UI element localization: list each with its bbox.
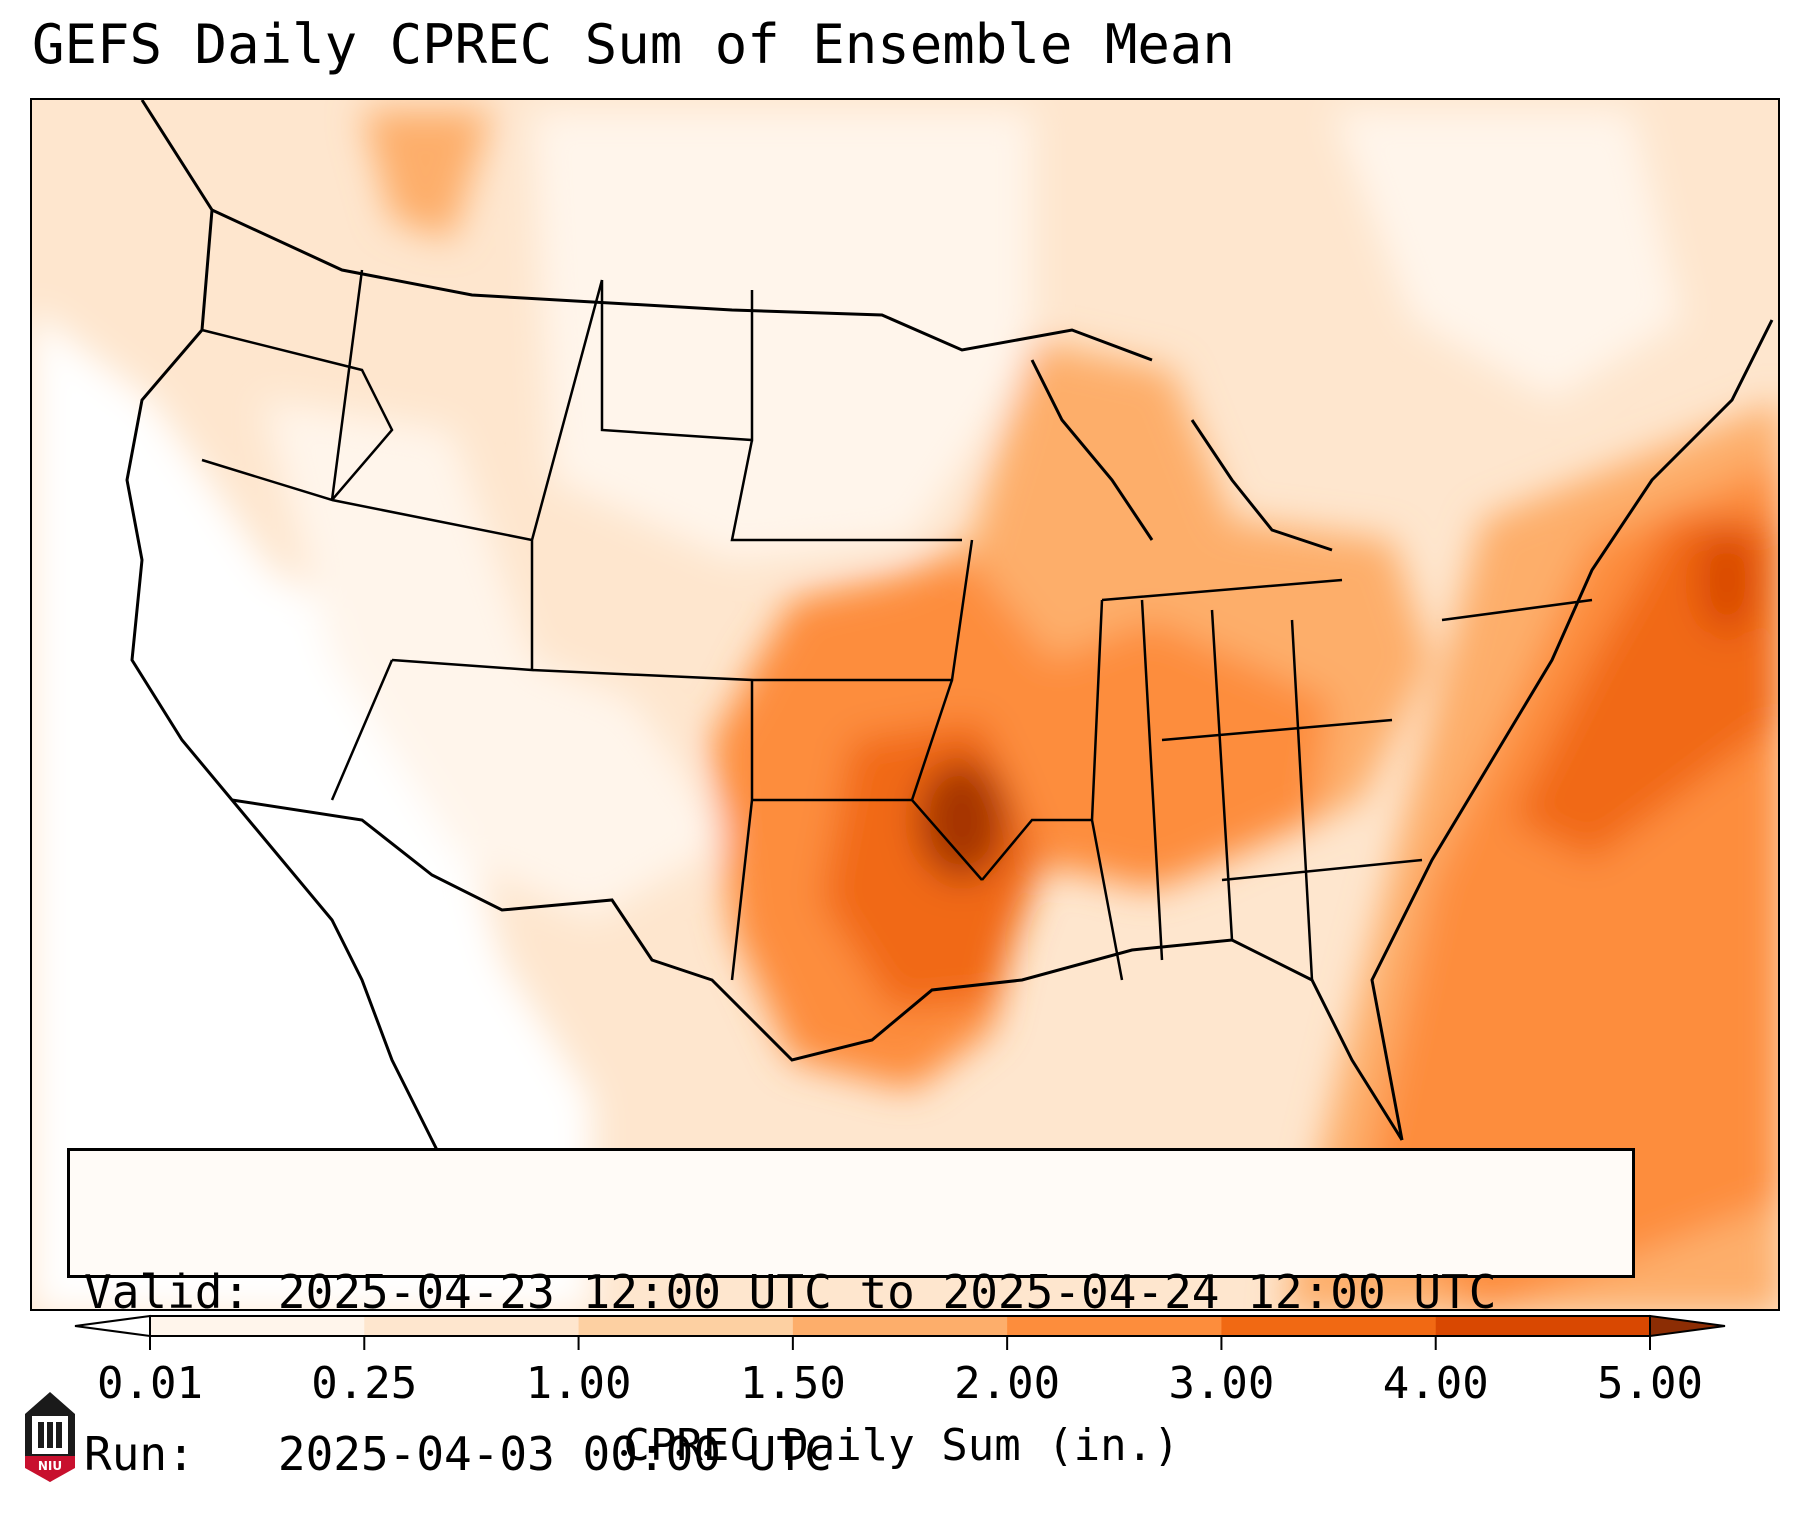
colorbar-segment <box>1007 1316 1222 1336</box>
colorbar-tick-label: 4.00 <box>1382 1358 1489 1409</box>
precip-field <box>32 110 1778 1309</box>
precip-moderate-pnw <box>362 110 492 240</box>
valid-label: Valid: <box>84 1265 251 1319</box>
canada-border <box>211 208 1153 362</box>
colorbar-tick-label: 0.01 <box>97 1358 203 1409</box>
logo-text: NIU <box>38 1459 62 1473</box>
run-label: Run: <box>84 1427 195 1481</box>
colorbar-segment <box>578 1316 794 1336</box>
colorbar-tick-label: 2.00 <box>954 1358 1061 1409</box>
valid-row: Valid: 2025-04-23 12:00 UTC to 2025-04-2… <box>84 1265 1632 1319</box>
colorbar-tick-label: 3.00 <box>1168 1358 1275 1409</box>
niu-logo: NIU <box>25 1392 75 1482</box>
gulf-coastline <box>231 798 1404 1141</box>
map-canvas <box>32 100 1778 1309</box>
pacific-coastline <box>125 100 474 1221</box>
precip-trace-intermountain <box>262 400 732 920</box>
logo-banner <box>25 1456 75 1482</box>
colorbar-segment <box>1221 1316 1437 1336</box>
logo-columns <box>38 1422 62 1448</box>
colorbar <box>74 1314 1726 1350</box>
colorbar-outline <box>149 1315 1651 1337</box>
valid-run-info-box: Valid: 2025-04-23 12:00 UTC to 2025-04-2… <box>67 1148 1635 1481</box>
state-lines <box>201 269 1593 981</box>
atlantic-coastline <box>1370 319 1774 1141</box>
borders <box>125 100 1774 1221</box>
colorbar-segment <box>150 1316 365 1336</box>
colorbar-tick-label: 5.00 <box>1597 1358 1703 1409</box>
precip-extreme-atlantic <box>1697 525 1757 635</box>
precip-map <box>30 98 1780 1311</box>
run-value: 2025-04-03 00:00 UTC <box>277 1427 832 1481</box>
valid-value: 2025-04-23 12:00 UTC to 2025-04-24 12:00… <box>277 1265 1497 1319</box>
run-row: Run: 2025-04-03 00:00 UTC <box>84 1427 1632 1481</box>
colorbar-extend-high <box>1649 1314 1726 1338</box>
colorbar-segment <box>792 1316 1008 1336</box>
lake-michigan-west <box>1030 359 1154 541</box>
precip-trace-northern-plains <box>532 110 1032 560</box>
colorbar-tick-label: 1.00 <box>525 1358 632 1409</box>
colorbar-tick-label: 1.50 <box>739 1358 846 1409</box>
colorbar-extend-low <box>74 1314 151 1338</box>
colorbar-segment <box>364 1316 580 1336</box>
state-borders <box>201 269 1593 981</box>
great-lakes <box>1190 419 1333 552</box>
colorbar-title: CPREC Daily Sum (in.) <box>623 1420 1180 1471</box>
colorbar-segment <box>1435 1316 1651 1336</box>
precip-trace-canada <box>1332 110 1682 400</box>
precip-none-west <box>32 310 592 1309</box>
chart-title: GEFS Daily CPREC Sum of Ensemble Mean <box>32 13 1235 76</box>
colorbar-tick-label: 0.25 <box>311 1358 418 1409</box>
precip-extreme-core <box>917 760 1007 880</box>
